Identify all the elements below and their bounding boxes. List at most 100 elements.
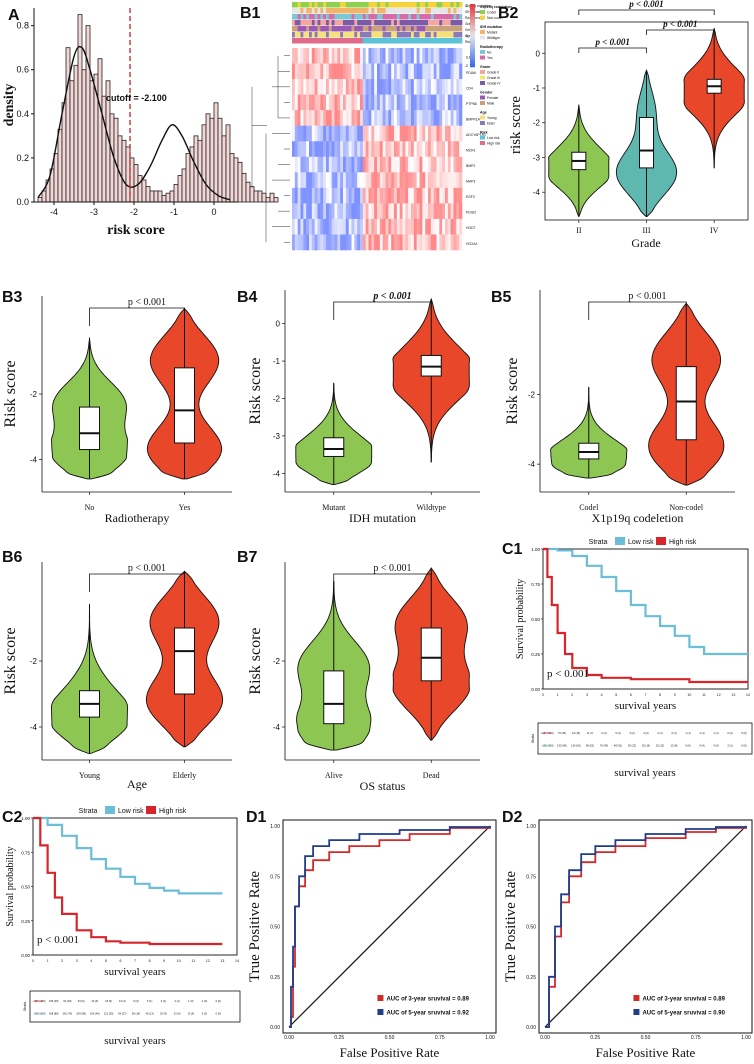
km-curve-low bbox=[33, 816, 223, 895]
heatmap-cell bbox=[317, 234, 321, 251]
heatmap-cell bbox=[430, 48, 434, 64]
heatmap-cell bbox=[323, 110, 327, 126]
legend-label: Codel bbox=[487, 11, 496, 15]
heatmap-cell bbox=[396, 79, 400, 95]
roc-curve-5yr bbox=[289, 826, 491, 1028]
heatmap-cell bbox=[294, 203, 298, 220]
annotation-cell bbox=[377, 32, 381, 38]
heatmap-cell bbox=[351, 63, 355, 80]
heatmap-cell bbox=[428, 94, 432, 111]
gene-label: CD4 bbox=[466, 86, 473, 90]
annotation-cell bbox=[334, 8, 338, 14]
annotation-cell bbox=[425, 20, 429, 26]
heatmap-cell bbox=[328, 172, 332, 189]
heatmap-cell bbox=[396, 141, 400, 158]
annotation-cell bbox=[382, 38, 386, 44]
legend-title: Grade bbox=[480, 65, 490, 69]
heatmap-cell bbox=[297, 141, 301, 158]
heatmap-cell bbox=[416, 156, 420, 173]
annotation-cell bbox=[331, 26, 335, 32]
y-tick-label: 1.00 bbox=[531, 547, 540, 552]
annotation-cell bbox=[453, 26, 457, 32]
heatmap-cell bbox=[453, 125, 457, 142]
y-tick-label: -3 bbox=[273, 432, 281, 441]
heatmap-cell bbox=[459, 218, 463, 235]
heatmap-cell bbox=[385, 63, 389, 80]
heatmap-cell bbox=[428, 48, 432, 64]
x-tick-label: 0 bbox=[211, 207, 216, 217]
scale-label: 2 bbox=[466, 3, 469, 8]
heatmap-cell bbox=[345, 125, 349, 142]
x-axis-label: False Positive Rate bbox=[596, 1045, 696, 1060]
heatmap-cell bbox=[439, 218, 443, 235]
track-label: Grade bbox=[465, 22, 474, 26]
annotation-cell bbox=[354, 14, 358, 20]
annotation-cell bbox=[323, 32, 327, 38]
heatmap-cell bbox=[385, 48, 389, 64]
heatmap-cell bbox=[314, 63, 318, 80]
heatmap-cell bbox=[374, 79, 378, 95]
annotation-cell bbox=[428, 8, 432, 14]
sig-bar bbox=[89, 307, 185, 326]
heatmap-cell bbox=[351, 94, 355, 111]
x-tick-label: 14 bbox=[235, 959, 239, 963]
heatmap-cell bbox=[419, 94, 423, 111]
heatmap-cell bbox=[314, 125, 318, 142]
legend-swatch-3yr bbox=[633, 995, 640, 1001]
annotation-cell bbox=[405, 8, 409, 14]
heatmap-cell bbox=[425, 94, 429, 111]
heatmap-cell bbox=[328, 234, 332, 251]
scale-cell bbox=[470, 51, 475, 55]
heatmap-cell bbox=[292, 141, 296, 158]
x-tick-label: -4 bbox=[50, 207, 58, 217]
box bbox=[174, 627, 195, 695]
sig-bar-1-label: p < 0.001 bbox=[594, 37, 629, 47]
heatmap-cell bbox=[428, 141, 432, 158]
scale-cell bbox=[470, 41, 475, 46]
annotation-cell bbox=[402, 26, 406, 32]
annotation-cell bbox=[425, 8, 429, 14]
annotation-cell bbox=[402, 20, 406, 26]
heatmap-cell bbox=[303, 234, 307, 251]
heatmap-cell bbox=[442, 48, 446, 64]
heatmap-cell bbox=[354, 79, 358, 95]
annotation-cell bbox=[422, 20, 426, 26]
annotation-cell bbox=[399, 38, 403, 44]
heatmap-cell bbox=[328, 48, 332, 64]
roc-curve-5yr bbox=[545, 826, 747, 1028]
heatmap-cell bbox=[422, 94, 426, 111]
heatmap-cell bbox=[394, 110, 398, 126]
risk-row-low: Low risk bbox=[541, 743, 551, 747]
heatmap-cell bbox=[343, 125, 347, 142]
heatmap-cell bbox=[442, 218, 446, 235]
hist-bar bbox=[133, 164, 139, 203]
heatmap-cell bbox=[379, 141, 383, 158]
sig-bar-3 bbox=[578, 9, 715, 15]
heatmap-cell bbox=[351, 218, 355, 235]
heatmap-cell bbox=[450, 141, 454, 158]
heatmap-cell bbox=[297, 94, 301, 111]
heatmap-cell bbox=[297, 110, 301, 126]
annotation-cell bbox=[348, 38, 352, 44]
annotation-cell bbox=[436, 14, 440, 20]
heatmap-cell bbox=[371, 141, 375, 158]
sig-bar bbox=[333, 573, 432, 592]
heatmap-cell bbox=[337, 156, 341, 173]
scale-cell bbox=[470, 26, 475, 30]
annotation-cell bbox=[300, 32, 304, 38]
annotation-cell bbox=[320, 38, 324, 44]
risk-cell-low: 66 (19) bbox=[132, 1011, 140, 1015]
x-axis-label: survival years bbox=[615, 700, 676, 712]
annotation-cell bbox=[456, 14, 460, 20]
annotation-cell bbox=[402, 8, 406, 14]
x-tick-label: -3 bbox=[90, 207, 98, 217]
x-tick-label: Elderly bbox=[173, 771, 197, 780]
annotation-cell bbox=[413, 38, 417, 44]
heatmap-cell bbox=[382, 94, 386, 111]
heatmap-cell bbox=[405, 234, 409, 251]
annotation-cell bbox=[348, 20, 352, 26]
heatmap-cell bbox=[351, 125, 355, 142]
heatmap-cell bbox=[326, 203, 330, 220]
heatmap-cell bbox=[294, 218, 298, 235]
heatmap-cell bbox=[447, 234, 451, 251]
